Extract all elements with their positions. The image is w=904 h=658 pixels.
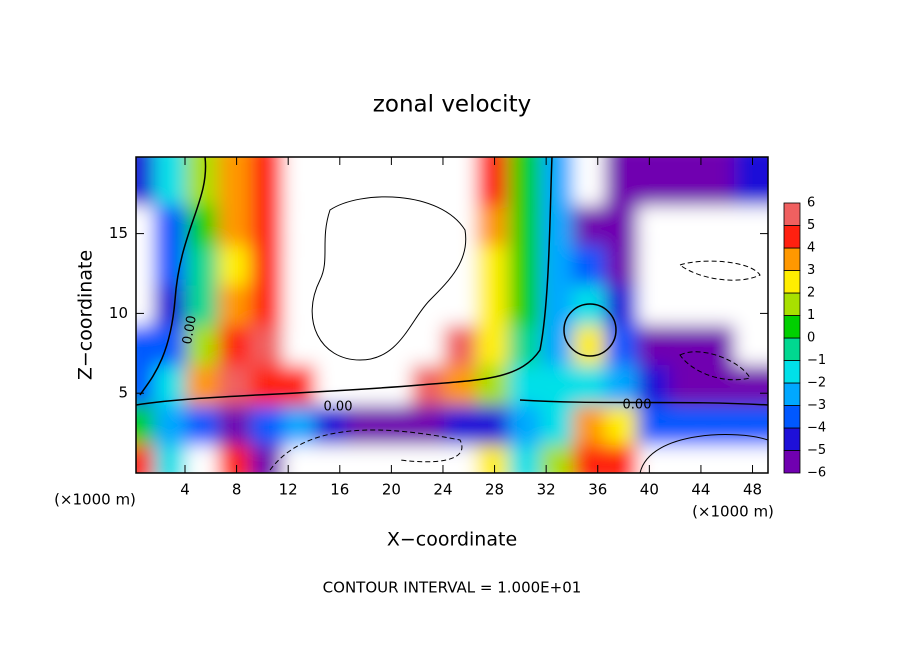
colorbar-label: 2 bbox=[807, 286, 815, 301]
colorbar-band bbox=[783, 337, 801, 361]
x-tick-label: 36 bbox=[588, 481, 607, 499]
field-cell bbox=[734, 157, 768, 206]
contour-line bbox=[679, 351, 751, 381]
x-tick-label: 28 bbox=[485, 481, 504, 499]
colorbar-label: −6 bbox=[807, 466, 826, 481]
y-axis-label: Z−coordinate bbox=[75, 250, 97, 380]
colorbar-label: 1 bbox=[807, 308, 815, 323]
field bbox=[136, 157, 768, 473]
zero-contour bbox=[563, 303, 617, 357]
x-tick-label: 8 bbox=[232, 481, 242, 499]
x-tick-label: 24 bbox=[433, 481, 452, 499]
x-tick-label: 32 bbox=[537, 481, 556, 499]
y-tick-label: 5 bbox=[118, 384, 128, 402]
colorbar-band bbox=[783, 450, 801, 474]
x-axis-label: X−coordinate bbox=[387, 529, 517, 551]
colorbar-band bbox=[783, 427, 801, 451]
contour-line bbox=[639, 434, 768, 473]
zero-contour bbox=[136, 157, 553, 406]
colorbar-band bbox=[783, 202, 801, 226]
x-tick-label: 4 bbox=[180, 481, 190, 499]
zero-contour bbox=[139, 157, 207, 396]
x-tick-label: 12 bbox=[279, 481, 298, 499]
contour-line bbox=[311, 196, 467, 361]
contour-label: 0.00 bbox=[324, 400, 353, 415]
colorbar-band bbox=[783, 405, 801, 429]
colorbar-label: 3 bbox=[807, 263, 815, 278]
colorbar-label: −4 bbox=[807, 421, 826, 436]
colorbar-label: −5 bbox=[807, 443, 826, 458]
colorbar-label: 0 bbox=[807, 331, 815, 346]
y-unit: (×1000 m) bbox=[54, 491, 136, 509]
colorbar-label: −2 bbox=[807, 376, 826, 391]
y-tick-label: 15 bbox=[109, 224, 128, 242]
x-tick-label: 20 bbox=[382, 481, 401, 499]
contour-label: 0.00 bbox=[180, 314, 200, 345]
contour-line bbox=[678, 260, 761, 281]
colorbar-band bbox=[783, 382, 801, 406]
footnote: CONTOUR INTERVAL = 1.000E+01 bbox=[323, 579, 582, 597]
colorbar-band bbox=[783, 315, 801, 339]
colorbar-label: 5 bbox=[807, 218, 815, 233]
colorbar-band bbox=[783, 247, 801, 271]
x-unit: (×1000 m) bbox=[692, 503, 774, 521]
colorbar-band bbox=[783, 360, 801, 384]
colorbar-band bbox=[783, 292, 801, 316]
colorbar-band bbox=[783, 225, 801, 249]
field-cells bbox=[136, 157, 768, 473]
contour-label: 0.00 bbox=[623, 398, 652, 413]
colorbar-label: 6 bbox=[807, 196, 815, 211]
x-tick-label: 48 bbox=[743, 481, 762, 499]
zero-contour bbox=[519, 399, 768, 406]
y-tick-label: 10 bbox=[109, 304, 128, 322]
x-tick-label: 44 bbox=[691, 481, 710, 499]
chart-title: zonal velocity bbox=[373, 92, 531, 118]
colorbar-band bbox=[783, 270, 801, 294]
x-tick-label: 40 bbox=[640, 481, 659, 499]
colorbar-label: −3 bbox=[807, 398, 826, 413]
x-tick-label: 16 bbox=[330, 481, 349, 499]
plot-frame bbox=[135, 156, 769, 474]
colorbar-label: 4 bbox=[807, 241, 815, 256]
colorbar-label: −1 bbox=[807, 353, 826, 368]
